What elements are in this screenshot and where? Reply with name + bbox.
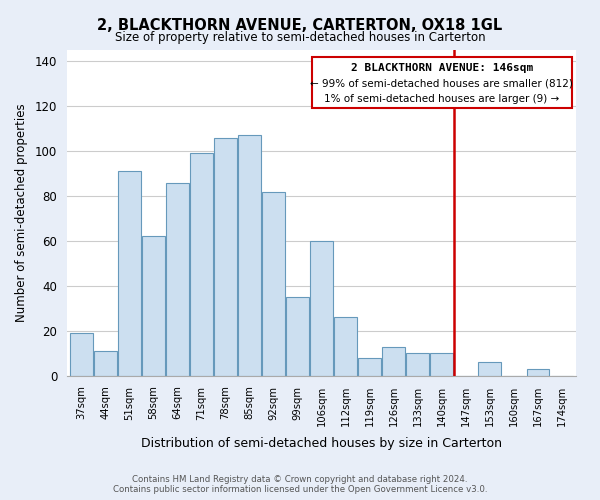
Bar: [94, 351, 117, 376]
FancyBboxPatch shape: [312, 56, 572, 108]
X-axis label: Distribution of semi-detached houses by size in Carterton: Distribution of semi-detached houses by …: [141, 437, 502, 450]
Bar: [286, 297, 309, 376]
Text: ← 99% of semi-detached houses are smaller (812): ← 99% of semi-detached houses are smalle…: [310, 78, 573, 88]
Bar: [430, 354, 453, 376]
Text: Contains HM Land Registry data © Crown copyright and database right 2024.
Contai: Contains HM Land Registry data © Crown c…: [113, 474, 487, 494]
Bar: [190, 154, 213, 376]
Bar: [406, 354, 429, 376]
Bar: [310, 241, 333, 376]
Bar: [214, 138, 237, 376]
Bar: [70, 333, 93, 376]
Bar: [238, 136, 261, 376]
Y-axis label: Number of semi-detached properties: Number of semi-detached properties: [15, 104, 28, 322]
Text: Size of property relative to semi-detached houses in Carterton: Size of property relative to semi-detach…: [115, 31, 485, 44]
Text: 2 BLACKTHORN AVENUE: 146sqm: 2 BLACKTHORN AVENUE: 146sqm: [351, 63, 533, 73]
Bar: [262, 192, 285, 376]
Bar: [334, 318, 357, 376]
Bar: [142, 236, 165, 376]
Bar: [118, 172, 141, 376]
Bar: [527, 369, 550, 376]
Text: 2, BLACKTHORN AVENUE, CARTERTON, OX18 1GL: 2, BLACKTHORN AVENUE, CARTERTON, OX18 1G…: [97, 18, 503, 32]
Text: 1% of semi-detached houses are larger (9) →: 1% of semi-detached houses are larger (9…: [324, 94, 559, 104]
Bar: [166, 182, 189, 376]
Bar: [358, 358, 381, 376]
Bar: [382, 346, 405, 376]
Bar: [478, 362, 502, 376]
